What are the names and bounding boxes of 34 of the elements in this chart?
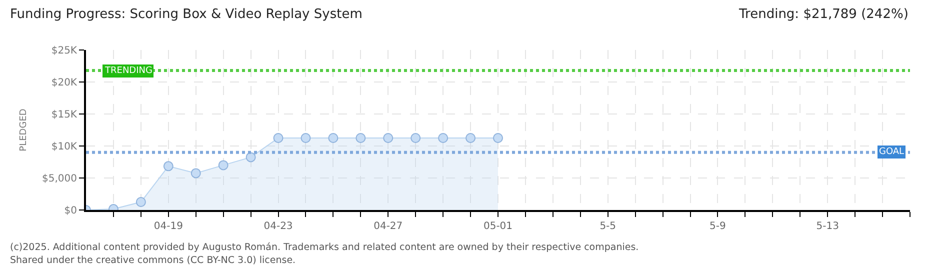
point <box>383 133 394 143</box>
point <box>466 133 476 143</box>
x-tick-label: 04-23 <box>264 221 293 232</box>
point <box>410 133 421 143</box>
text: (c)2025. Additional content provided by Augusto Román. Trademarks and related content are owned by their respective companies. <box>10 242 639 253</box>
point <box>163 161 174 172</box>
point <box>328 133 338 143</box>
point <box>190 168 201 178</box>
chart-subtitle: Trending: $21,789 (242%) <box>738 7 908 22</box>
point <box>218 160 228 170</box>
y-tick-label: $20K <box>51 78 78 88</box>
y-tick-label: $10K <box>51 142 78 152</box>
x-tick-label: 5-13 <box>816 221 839 232</box>
x-tick-label: 5-5 <box>600 221 616 232</box>
y-tick-label: $0 <box>64 206 77 216</box>
y-tick-label: $15K <box>51 110 78 120</box>
point <box>356 133 366 143</box>
x-tick-label: 05-01 <box>483 221 513 232</box>
x-tick-label: 04-27 <box>374 221 403 232</box>
ref-line-label: GOAL <box>879 147 904 157</box>
y-axis-title: PLEDGED <box>18 108 29 152</box>
point <box>246 152 256 162</box>
x-tick-label: 5-9 <box>710 221 726 232</box>
point <box>300 133 311 143</box>
text: Shared under the creative commons (CC BY-NC 3.0) license. <box>10 255 296 266</box>
ref-line-label: TRENDING <box>104 66 152 76</box>
point <box>493 133 503 143</box>
point <box>273 133 284 143</box>
point <box>136 197 146 207</box>
y-tick-label: $5,000 <box>42 174 77 184</box>
chart-title: Funding Progress: Scoring Box & Video Replay System <box>10 7 362 22</box>
point <box>438 133 448 143</box>
x-tick-label: 04-19 <box>154 221 183 232</box>
y-tick-label: $25K <box>51 46 78 56</box>
